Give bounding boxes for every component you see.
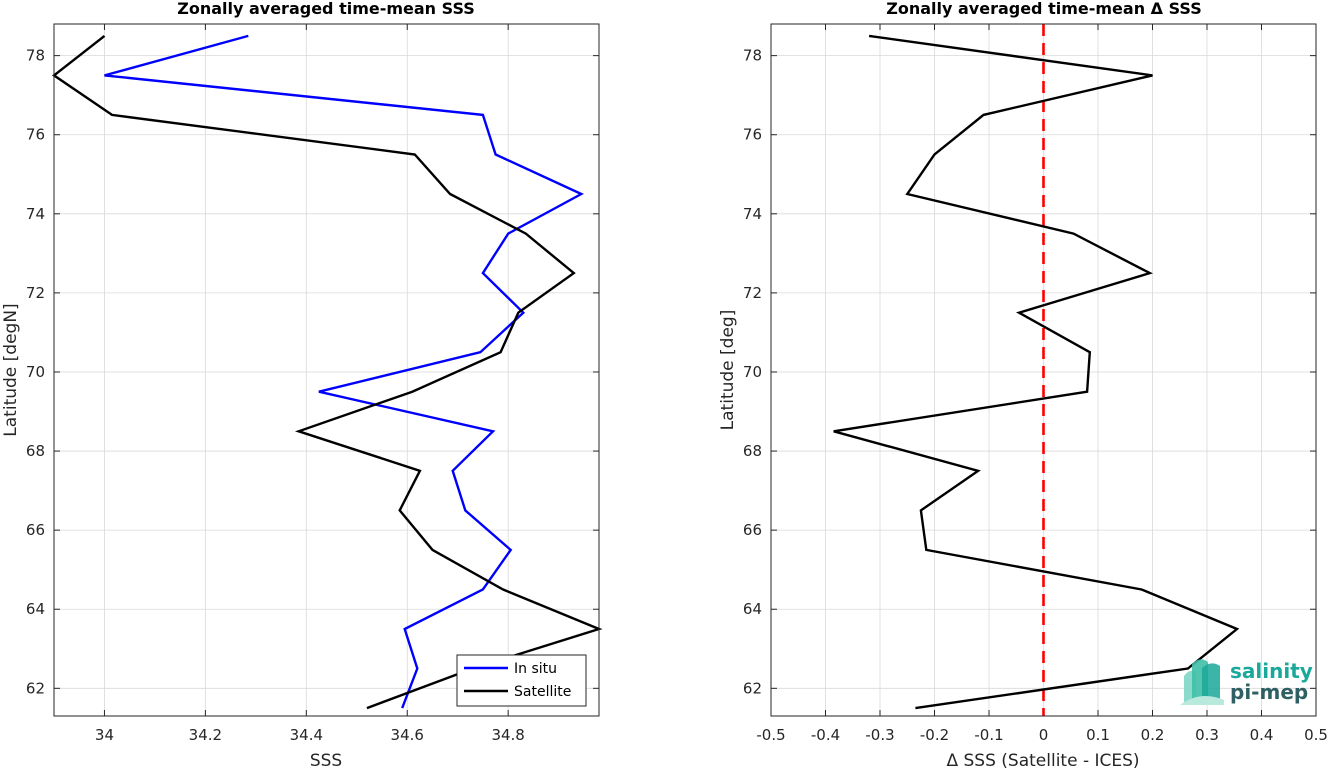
y-tick-label: 68 (743, 442, 762, 460)
legend-box (456, 654, 587, 707)
x-axis-label: SSS (310, 751, 342, 769)
plot-area (53, 23, 600, 717)
y-tick-label: 76 (26, 126, 45, 144)
y-tick-label: 70 (26, 363, 45, 381)
y-axis-label: Latitude [degN] (1, 303, 21, 436)
y-tick-label: 64 (743, 600, 762, 618)
plot-frame (770, 23, 1317, 717)
x-tick-label: 0.1 (1086, 726, 1110, 744)
y-tick-label: 76 (743, 126, 762, 144)
x-tick-label: 34.8 (491, 726, 524, 744)
x-tick-label: 0 (1039, 726, 1049, 744)
y-tick-label: 66 (26, 521, 45, 539)
x-tick-label: 0.3 (1195, 726, 1219, 744)
y-tick-label: 78 (743, 47, 762, 65)
grid-lines (54, 24, 599, 716)
waves-icon (1180, 659, 1224, 705)
x-tick-label: 34.4 (290, 726, 323, 744)
plot-frame (53, 23, 600, 717)
x-tick-label: 0.5 (1304, 726, 1328, 744)
data-series (51, 34, 603, 710)
x-tick-label: 34 (95, 726, 114, 744)
x-tick-label: -0.4 (811, 726, 840, 744)
x-tick-label: -0.1 (974, 726, 1003, 744)
y-tick-label: 74 (26, 205, 45, 223)
x-tick-label: 34.6 (391, 726, 424, 744)
y-tick-label: 72 (26, 284, 45, 302)
legend-label-in-situ: In situ (514, 661, 557, 677)
x-tick-label: -0.2 (920, 726, 949, 744)
axis-ticks: -0.5 -0.4 -0.3 -0.2 -0.1 0 0.1 0.2 0.3 0.4 0.5 62 64… (743, 24, 1328, 744)
y-tick-label: 70 (743, 363, 762, 381)
axis-ticks: 34 34.2 34.4 34.6 34.8 62 64 66 68 70 72 74 76 78 (26, 24, 599, 744)
x-tick-label: 0.4 (1250, 726, 1274, 744)
y-tick-label: 78 (26, 47, 45, 65)
x-tick-label: -0.5 (756, 726, 785, 744)
data-series (833, 24, 1240, 716)
x-axis-label: Δ SSS (Satellite - ICES) (946, 751, 1139, 769)
salinity-pi-mep-logo: salinity pi-mep (1180, 659, 1313, 705)
y-axis-label: Latitude [deg] (718, 310, 738, 431)
y-tick-label: 62 (26, 679, 45, 697)
y-tick-label: 68 (26, 442, 45, 460)
sss-profile-chart: Zonally averaged time-mean SSS 34 34.2 34.… (1, 0, 603, 769)
y-tick-label: 66 (743, 521, 762, 539)
legend: In situ Satellite (456, 654, 587, 707)
y-tick-label: 62 (743, 679, 762, 697)
series-line-delta-sss (833, 34, 1240, 710)
series-line-satellite (51, 34, 603, 710)
legend-label-satellite: Satellite (514, 684, 571, 700)
y-tick-label: 72 (743, 284, 762, 302)
x-tick-label: 0.2 (1141, 726, 1165, 744)
logo-text-pi-mep: pi-mep (1230, 680, 1308, 704)
logo-text-salinity: salinity (1230, 659, 1313, 683)
y-tick-label: 64 (26, 600, 45, 618)
series-line-in-situ (104, 34, 584, 709)
delta-sss-chart: Zonally averaged time-mean Δ SSS -0.5 -0.… (718, 0, 1328, 769)
x-tick-label: -0.3 (865, 726, 894, 744)
x-tick-label: 34.2 (189, 726, 222, 744)
chart-title: Zonally averaged time-mean Δ SSS (886, 0, 1202, 18)
y-tick-label: 74 (743, 205, 762, 223)
chart-title: Zonally averaged time-mean SSS (177, 0, 475, 18)
